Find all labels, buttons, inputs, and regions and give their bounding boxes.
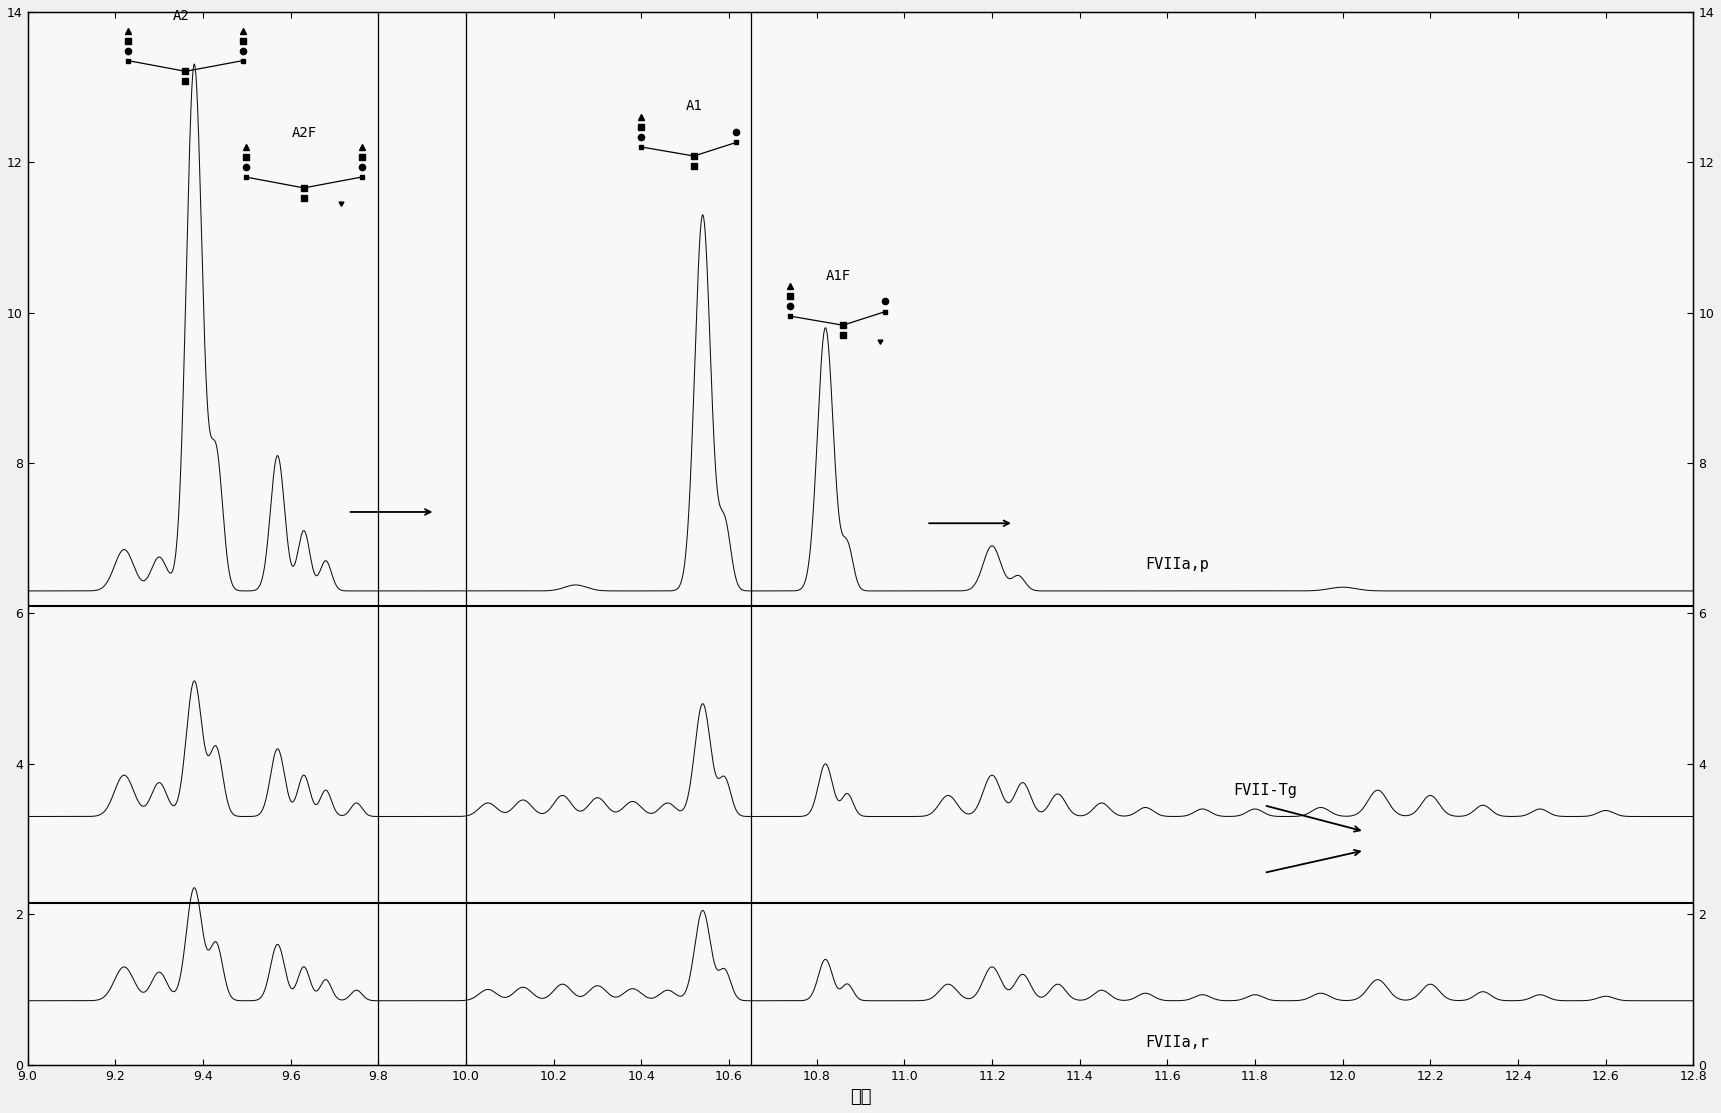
Text: A2: A2 — [172, 9, 189, 23]
Text: FVIIa,r: FVIIa,r — [1146, 1035, 1210, 1050]
X-axis label: 分钟: 分钟 — [850, 1089, 871, 1106]
Text: FVII-Tg: FVII-Tg — [1232, 782, 1298, 798]
Text: A1F: A1F — [826, 268, 852, 283]
Text: A1: A1 — [685, 99, 702, 114]
Text: A2F: A2F — [291, 126, 317, 140]
Text: FVIIa,p: FVIIa,p — [1146, 558, 1210, 572]
